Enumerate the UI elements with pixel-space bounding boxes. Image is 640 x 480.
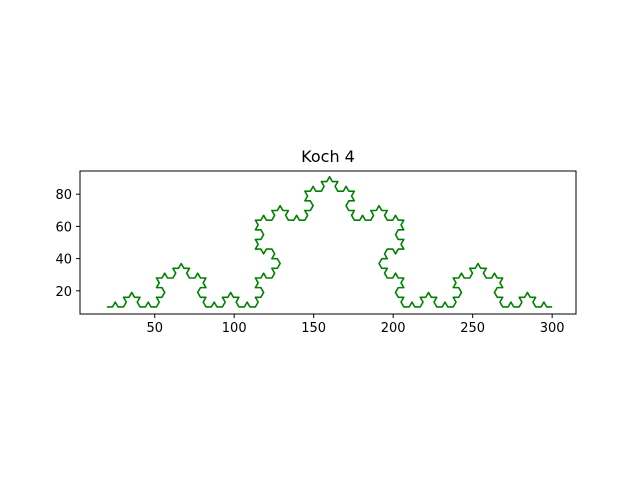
x-tick-label: 300 [540, 321, 565, 336]
x-tick-label: 250 [460, 321, 485, 336]
x-tick-label: 50 [146, 321, 163, 336]
plot-area [80, 171, 576, 314]
y-tick-label: 60 [55, 220, 72, 235]
x-tick-label: 200 [381, 321, 406, 336]
koch-curve-line [107, 175, 553, 308]
x-tick-label: 100 [222, 321, 247, 336]
y-tick-label: 20 [55, 285, 72, 300]
x-tick-label: 150 [301, 321, 326, 336]
y-tick-label: 40 [55, 253, 72, 268]
plot-frame [79, 170, 577, 315]
ticks-layer: 50 100 150 200 250 300 20 40 60 80 [55, 188, 564, 336]
y-tick-label: 80 [55, 188, 72, 203]
chart-title: Koch 4 [301, 147, 355, 166]
series-layer [107, 175, 553, 308]
